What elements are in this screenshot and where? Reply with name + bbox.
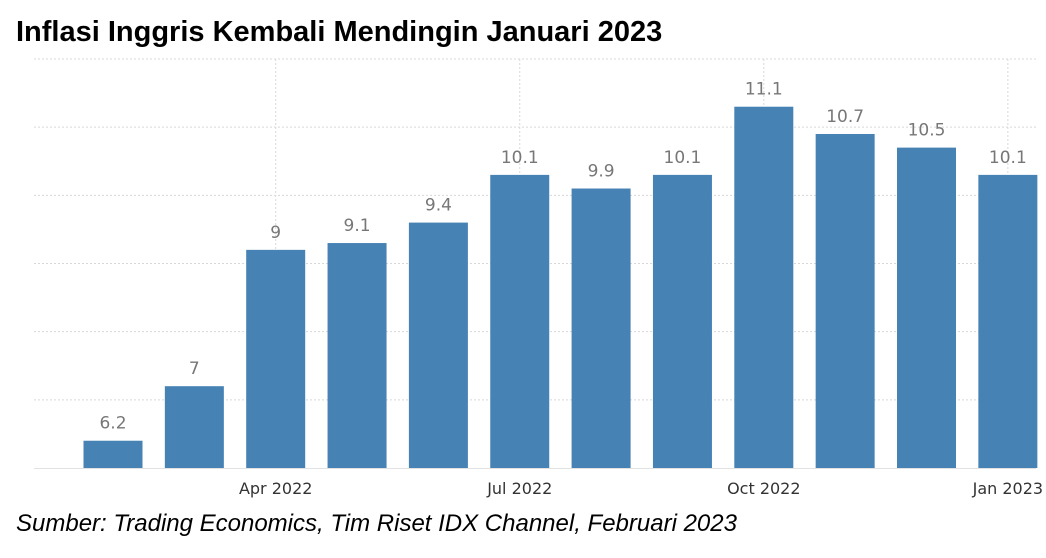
- bar: [164, 386, 224, 468]
- bar-value-label: 10.1: [664, 148, 702, 168]
- bar-value-label: 7: [189, 359, 200, 379]
- bar: [571, 188, 631, 468]
- bar: [408, 222, 468, 468]
- x-tick-label: Apr 2022: [239, 479, 312, 498]
- bar: [83, 440, 143, 468]
- bar-value-label: 9: [270, 223, 281, 243]
- x-tick-label: Jul 2022: [486, 479, 552, 498]
- bar: [327, 243, 387, 468]
- bar: [490, 174, 550, 468]
- bar-value-label: 9.4: [425, 196, 452, 216]
- bar: [652, 174, 712, 468]
- chart-title: Inflasi Inggris Kembali Mendingin Januar…: [16, 16, 663, 48]
- bar-value-label: 10.7: [826, 107, 864, 127]
- bar: [734, 106, 794, 468]
- bar-value-label: 9.1: [344, 216, 371, 236]
- bar-value-label: 10.5: [908, 121, 946, 141]
- bar-value-label: 6.2: [99, 414, 126, 434]
- bar-value-label: 9.9: [588, 162, 615, 182]
- bar: [246, 249, 306, 468]
- source-note: Sumber: Trading Economics, Tim Riset IDX…: [16, 510, 737, 537]
- bar-value-label: 10.1: [989, 148, 1027, 168]
- bar: [897, 147, 956, 468]
- bar: [978, 174, 1038, 468]
- bar-value-label: 10.1: [501, 148, 539, 168]
- x-tick-label: Oct 2022: [727, 479, 800, 498]
- x-tick-label: Jan 2023: [972, 479, 1043, 498]
- bar: [815, 133, 875, 468]
- bar-value-label: 11.1: [745, 80, 783, 100]
